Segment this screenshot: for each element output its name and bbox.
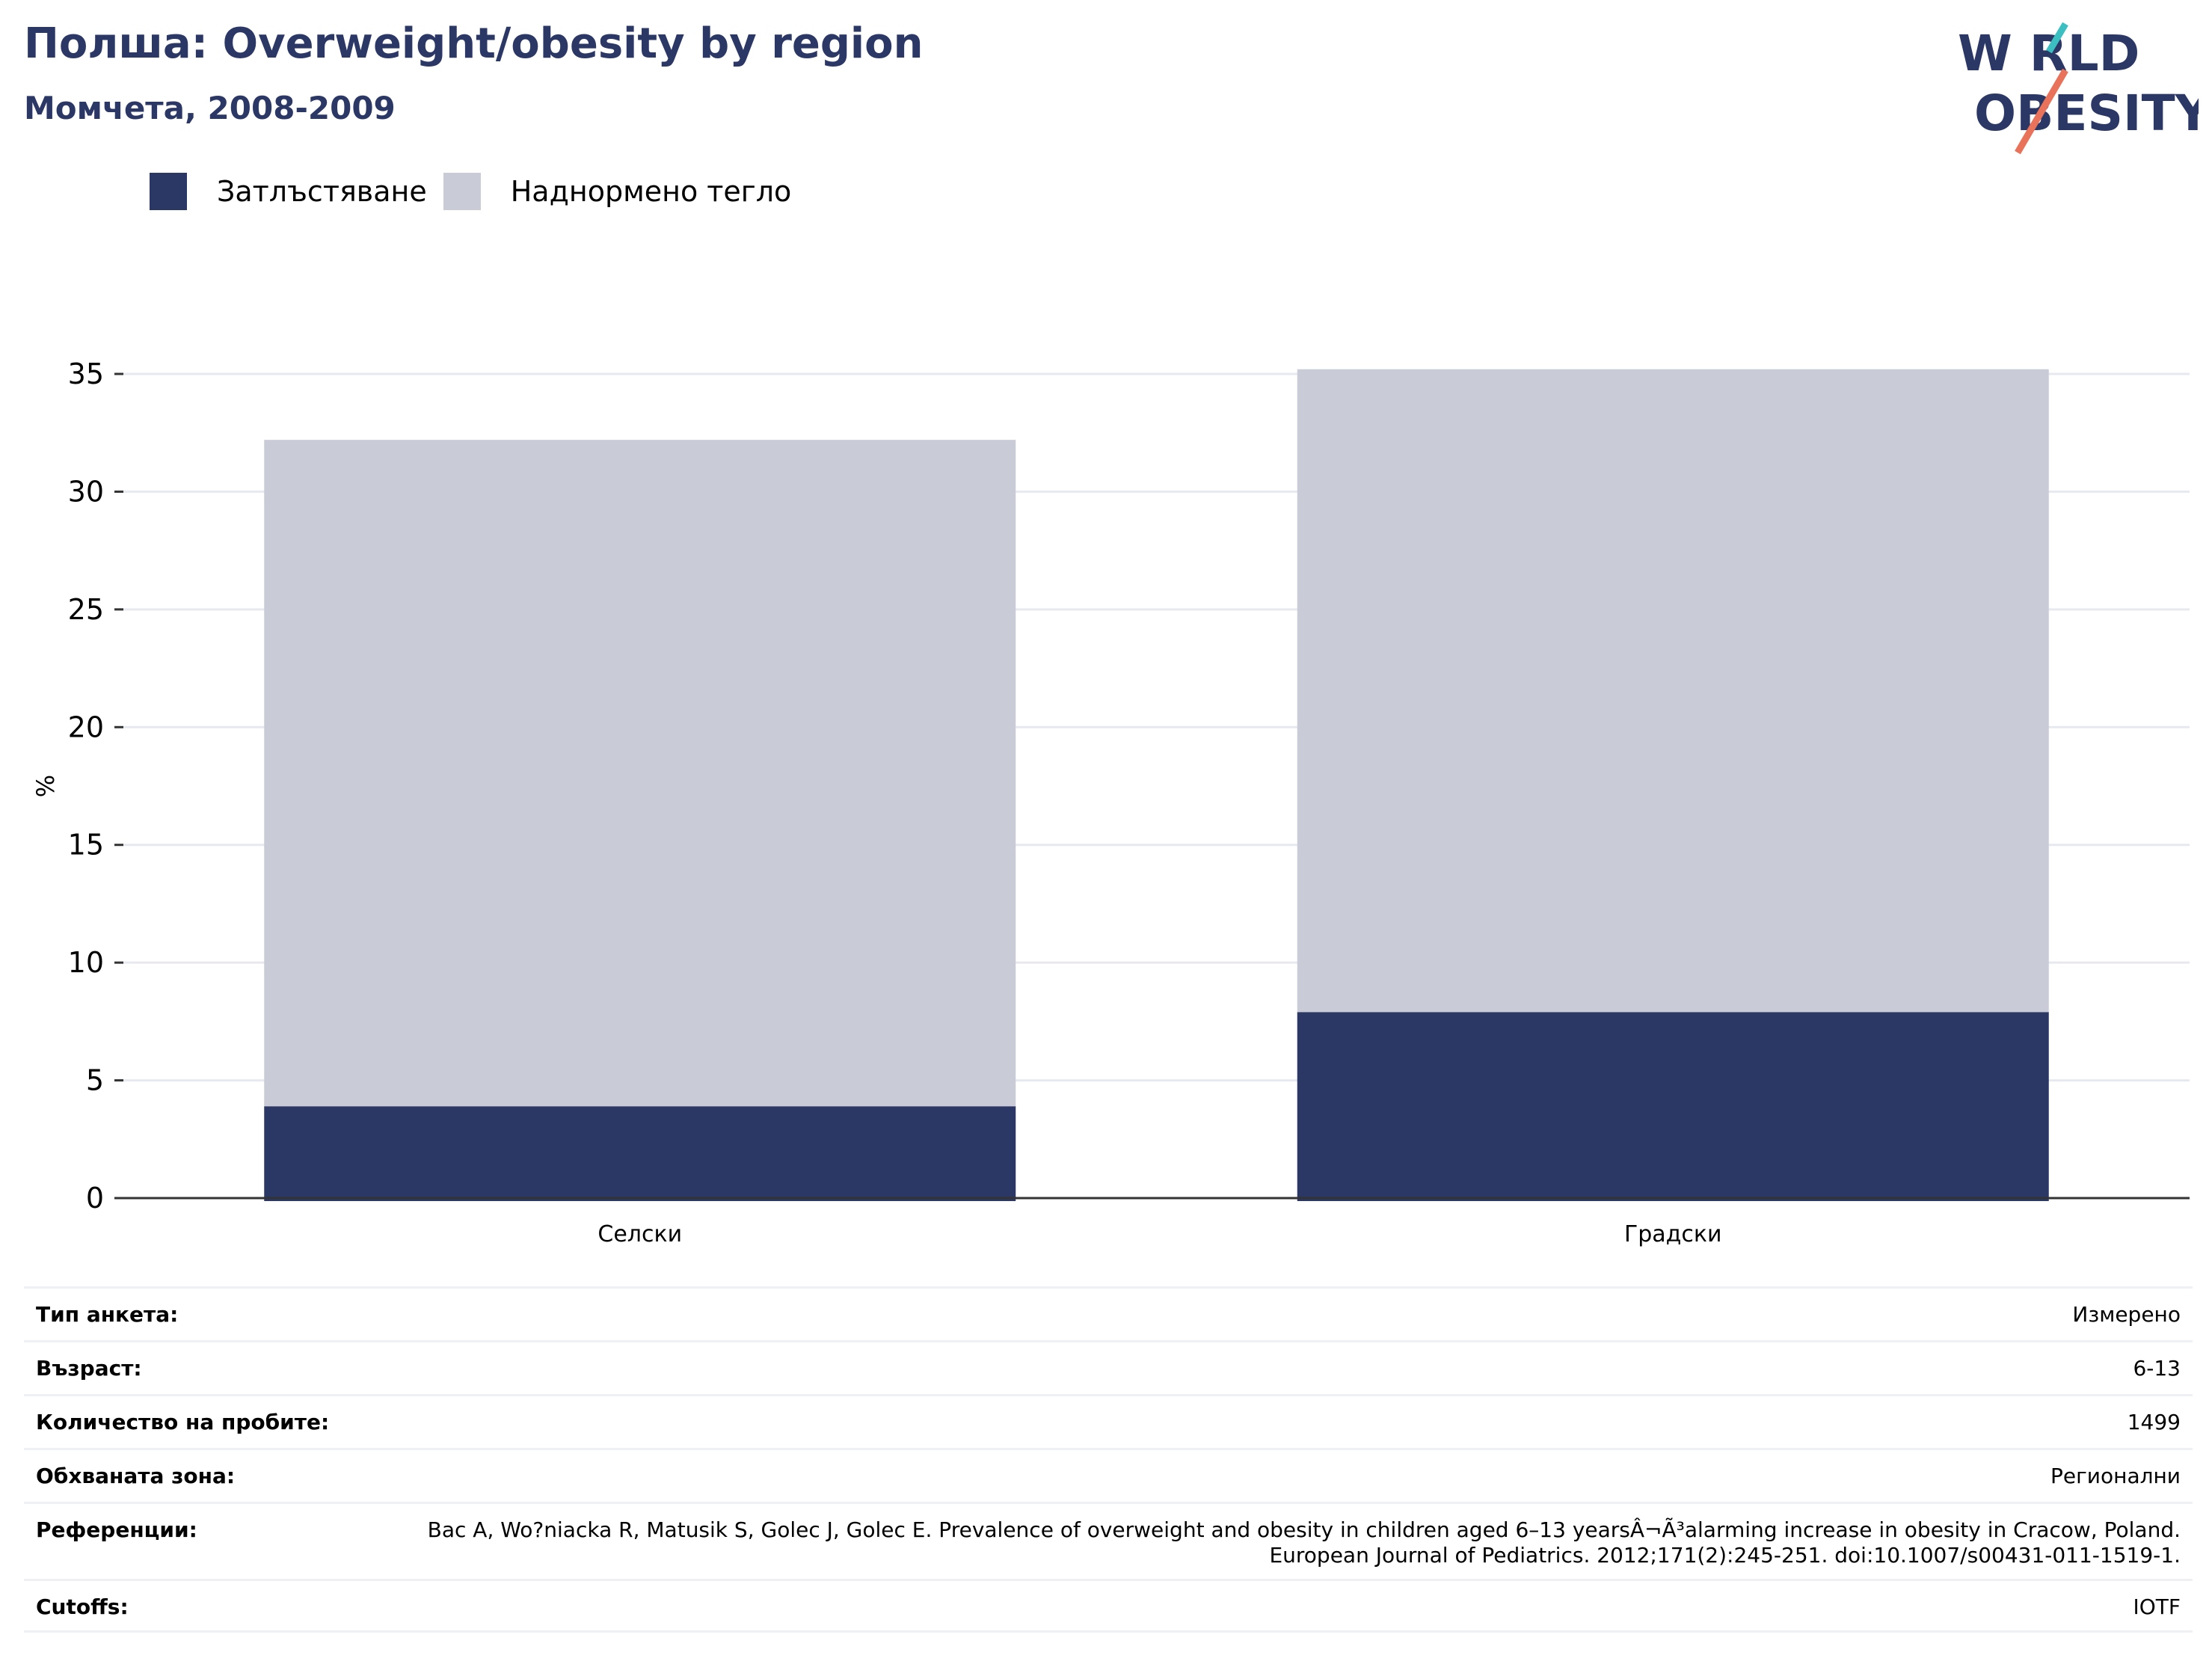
bar-overweight-0	[264, 440, 1016, 1107]
legend-label-obesity: Затлъстяване	[217, 175, 427, 208]
info-value-references: Bac A, Wo?niacka R, Matusik S, Golec J, …	[427, 1517, 2181, 1568]
legend-item-obesity: Затлъстяване	[150, 173, 427, 210]
chart-title: Полша: Overweight/obesity by region	[24, 19, 924, 68]
info-value-sample-size: 1499	[2127, 1410, 2181, 1434]
logo-slash-teal	[2046, 22, 2068, 54]
info-label-sample-size: Количество на пробите:	[36, 1410, 330, 1434]
y-tick-label: 20	[68, 710, 104, 743]
info-label-cutoffs: Cutoffs:	[36, 1594, 129, 1619]
y-tick-label: 35	[68, 357, 104, 390]
info-row-age: Възраст: 6-13	[24, 1340, 2193, 1394]
info-value-survey-type: Измерено	[2072, 1302, 2181, 1327]
x-tick-label: Градски	[1624, 1221, 1722, 1247]
logo-slash-red	[2015, 68, 2068, 155]
info-row-references: Референции: Bac A, Wo?niacka R, Matusik …	[24, 1502, 2193, 1579]
info-value-coverage: Регионални	[2050, 1464, 2181, 1488]
y-tick-label: 25	[68, 593, 104, 626]
world-obesity-logo: W RLD OBESITY	[1958, 22, 2199, 155]
y-tick-label: 0	[86, 1182, 104, 1215]
logo-line1: W RLD	[1958, 25, 2139, 82]
info-row-cutoffs: Cutoffs: IOTF	[24, 1579, 2193, 1633]
info-table: Тип анкета: Измерено Възраст: 6-13 Колич…	[24, 1286, 2193, 1633]
chart-subtitle: Момчета, 2008-2009	[24, 90, 396, 126]
bar-overweight-1	[1297, 369, 2049, 1013]
bar-obesity-1	[1297, 1012, 2049, 1201]
y-tick-label: 30	[68, 475, 104, 508]
info-label-coverage: Обхваната зона:	[36, 1464, 236, 1488]
chart-legend: Затлъстяване Наднормено тегло	[150, 171, 808, 212]
bar-obesity-0	[264, 1106, 1016, 1201]
x-tick-label: Селски	[597, 1221, 682, 1247]
legend-item-overweight: Наднормено тегло	[443, 173, 792, 210]
info-row-coverage: Обхваната зона: Регионални	[24, 1448, 2193, 1502]
info-value-age: 6-13	[2133, 1356, 2181, 1381]
info-row-survey-type: Тип анкета: Измерено	[24, 1286, 2193, 1340]
info-label-age: Възраст:	[36, 1356, 142, 1381]
info-label-survey-type: Тип анкета:	[36, 1302, 179, 1327]
legend-label-overweight: Наднормено тегло	[510, 175, 792, 208]
y-tick-label: 5	[86, 1064, 104, 1097]
info-row-sample-size: Количество на пробите: 1499	[24, 1394, 2193, 1448]
info-label-references: Референции:	[36, 1517, 197, 1542]
y-tick-label: 10	[68, 946, 104, 979]
legend-swatch-obesity	[150, 173, 187, 210]
info-value-cutoffs: IOTF	[2133, 1594, 2181, 1619]
y-tick-label: 15	[68, 829, 104, 862]
legend-swatch-overweight	[443, 173, 481, 210]
logo-line2: OBESITY	[1974, 85, 2199, 142]
y-axis-label: %	[31, 775, 60, 797]
bar-chart: 0 5 10 15 20 25 30 35% Селски Градски	[31, 357, 2190, 1247]
